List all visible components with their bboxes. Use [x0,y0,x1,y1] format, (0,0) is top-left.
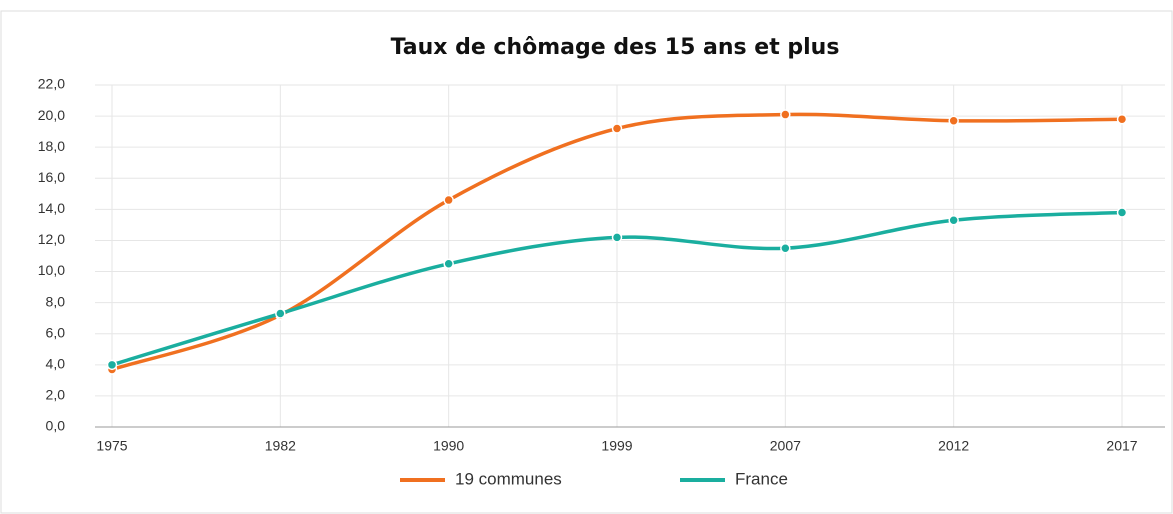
x-tick-label: 1990 [433,438,464,454]
x-tick-label: 1999 [601,438,632,454]
y-tick-label: 16,0 [38,169,65,185]
point [948,115,959,127]
y-tick-label: 10,0 [38,262,65,278]
x-tick-label: 1982 [265,438,296,454]
chart-title: Taux de chômage des 15 ans et plus [391,35,840,60]
legend-text: 19 communes [455,469,562,488]
x-tick-label: 1975 [96,438,127,454]
y-tick-label: 14,0 [38,200,65,216]
point [780,242,791,254]
x-tick-label: 2007 [770,438,801,454]
point [1116,207,1128,218]
chart-frame [0,10,1173,514]
x-tick-label: 2017 [1106,438,1137,454]
y-tick-label: 0,0 [46,418,66,434]
x-tick-label: 2012 [938,438,969,454]
point [611,232,623,243]
y-tick-label: 8,0 [46,293,66,309]
y-tick-label: 2,0 [46,387,66,403]
point [780,109,791,120]
y-tick-label: 6,0 [46,324,66,340]
point [948,214,959,226]
point [1116,113,1128,125]
y-tick-label: 18,0 [38,138,65,154]
y-tick-label: 4,0 [46,356,66,372]
point [106,359,118,371]
point [611,123,623,134]
point [443,194,454,206]
point [275,308,286,319]
legend-text: France [735,469,788,488]
point [443,258,454,270]
y-tick-label: 20,0 [38,107,65,123]
y-tick-label: 12,0 [38,231,65,247]
y-tick-label: 22,0 [38,76,65,92]
